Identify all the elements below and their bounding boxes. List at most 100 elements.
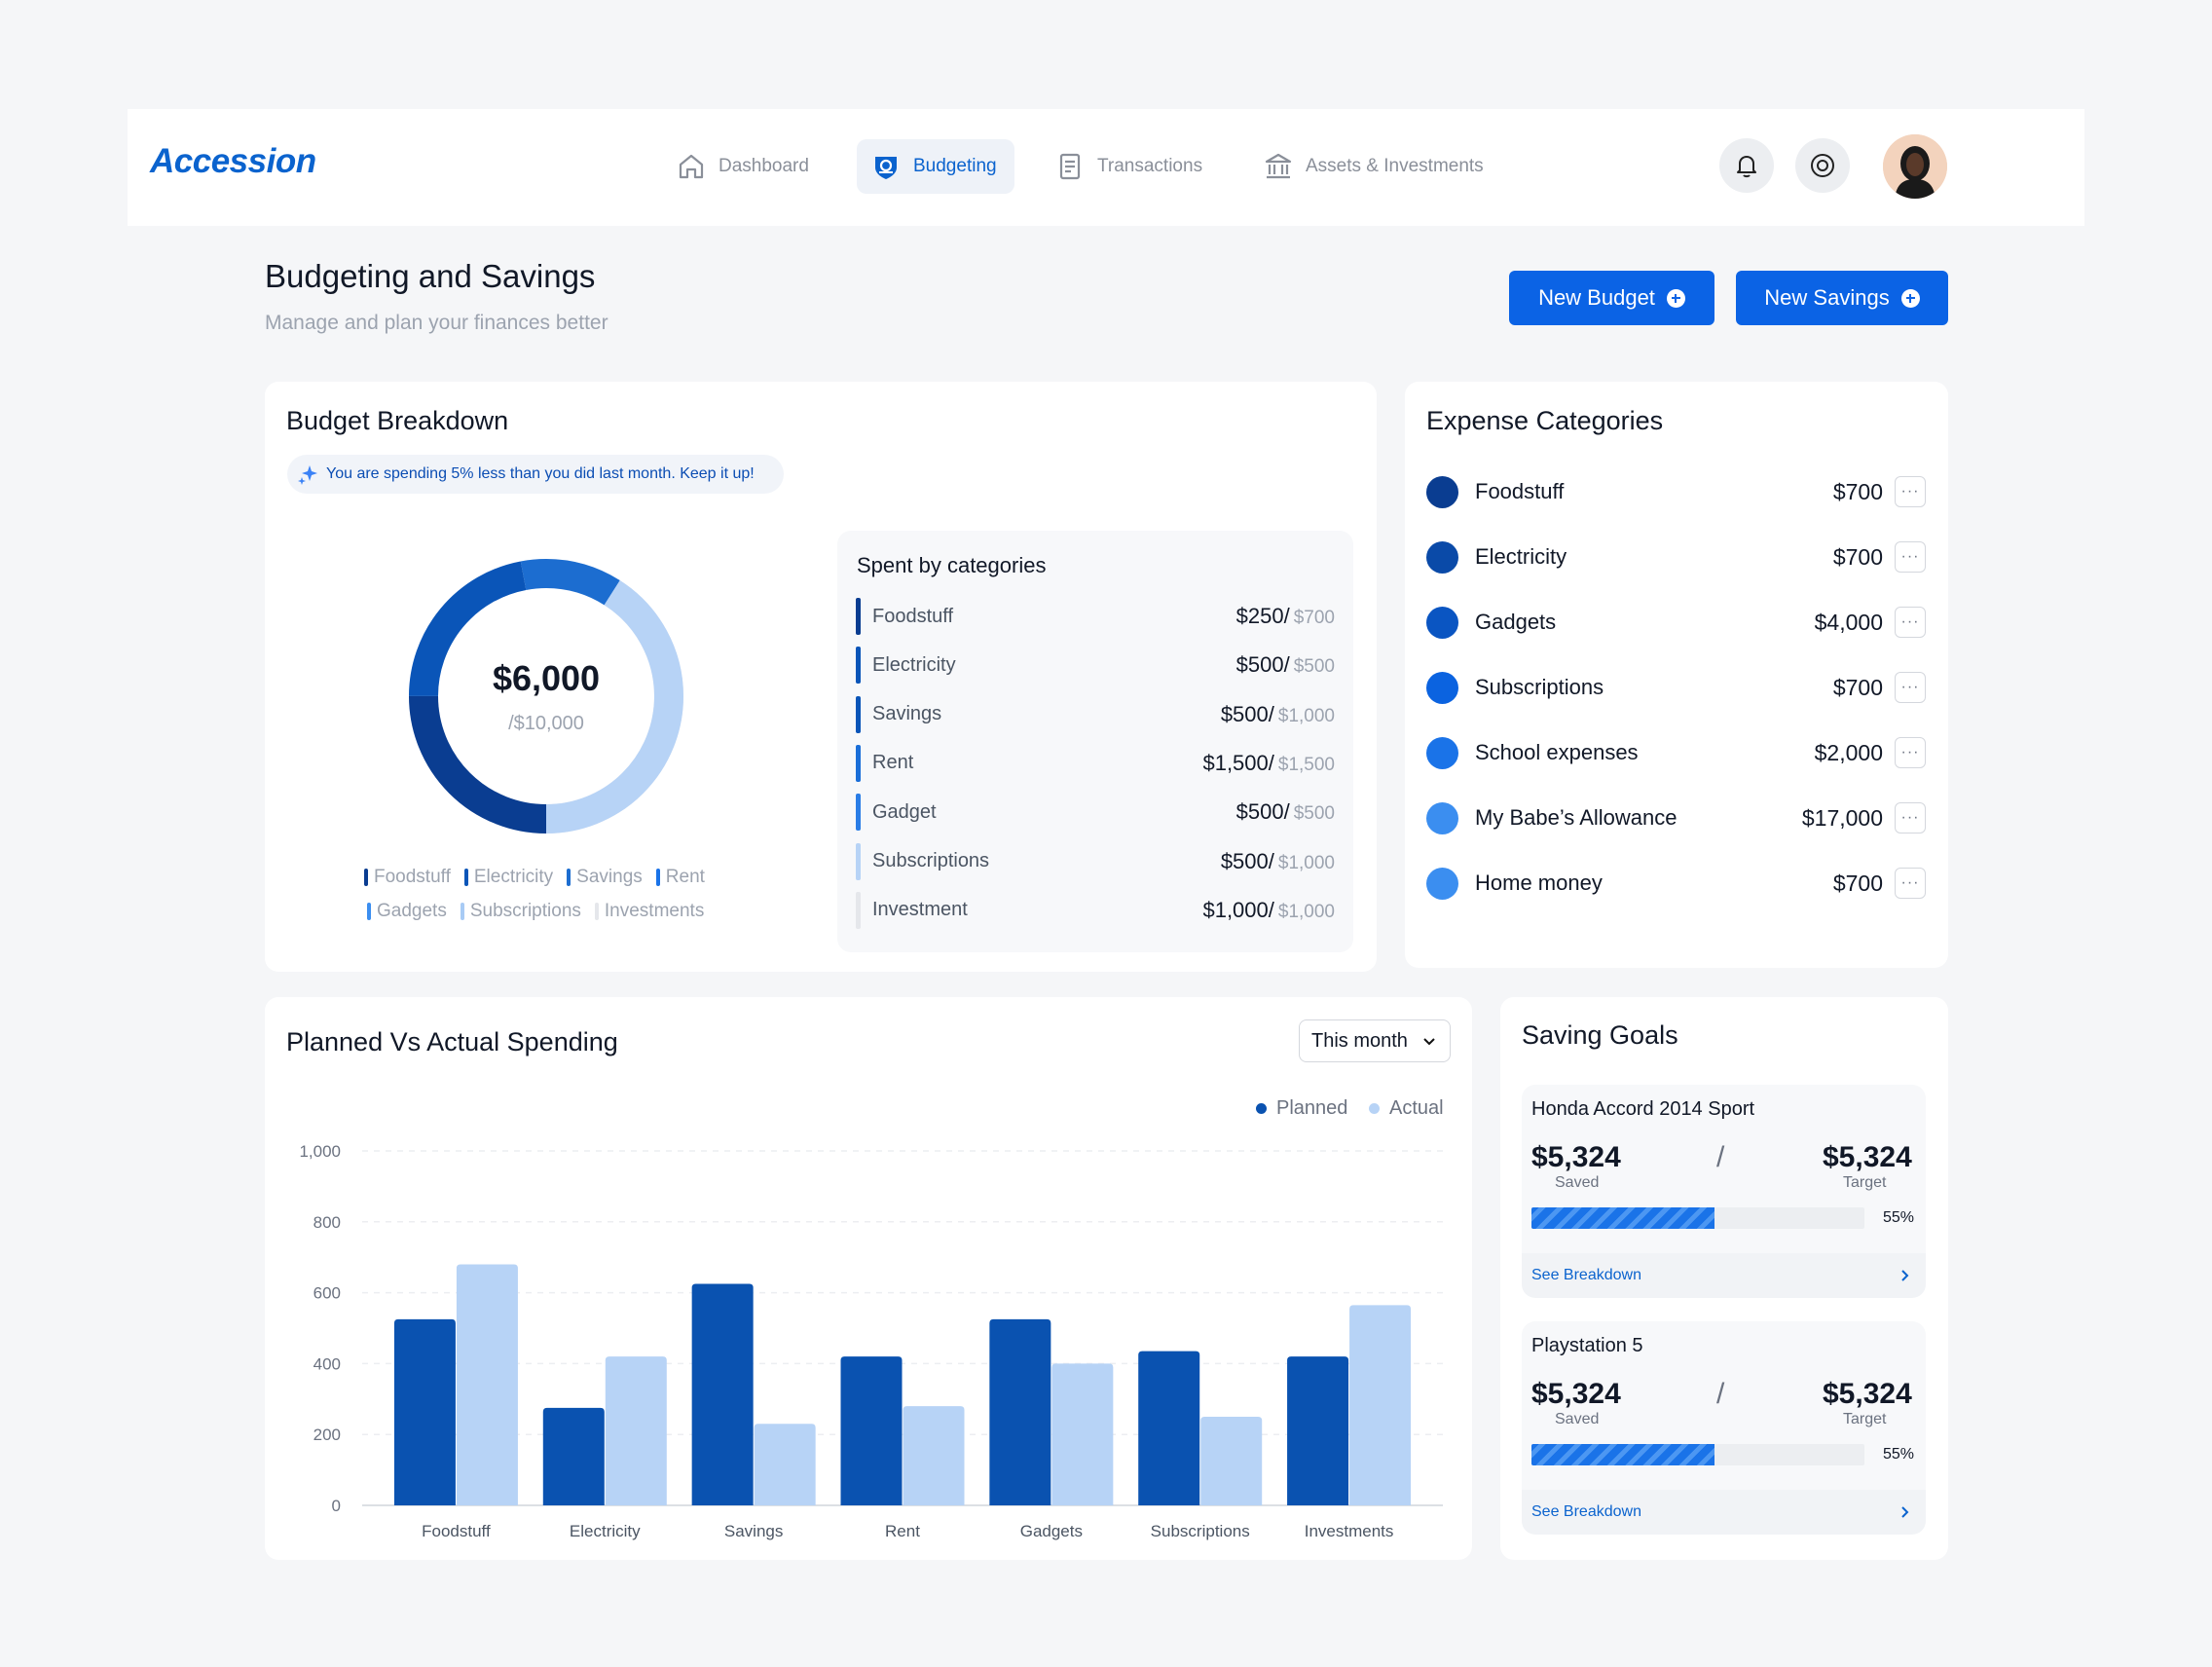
see-breakdown-link[interactable]: See Breakdown: [1522, 1490, 1926, 1535]
expense-categories-card: [1405, 382, 1948, 968]
nav-dashboard-label: Dashboard: [719, 156, 809, 176]
notifications-button[interactable]: [1719, 138, 1774, 193]
x-tick-label: Investments: [1305, 1522, 1394, 1540]
spent-title: Spent by categories: [857, 553, 1047, 577]
see-breakdown-link[interactable]: See Breakdown: [1522, 1253, 1926, 1298]
legend-item: Gadgets: [367, 901, 447, 922]
legend-label: Gadgets: [377, 901, 447, 921]
nav-dashboard[interactable]: Dashboard: [662, 139, 823, 194]
spent-value: $1,000/: [1202, 897, 1274, 922]
gear-icon: [1811, 154, 1834, 177]
nav-transactions-label: Transactions: [1097, 156, 1203, 176]
donut-segment: [409, 559, 683, 834]
spent-category-name: Gadget: [872, 800, 937, 823]
y-tick-label: 0: [332, 1497, 341, 1515]
hint-text: You are spending 5% less than you did la…: [326, 465, 755, 482]
nav-transactions[interactable]: Transactions: [1041, 139, 1216, 194]
bar-planned: [840, 1356, 903, 1505]
legend-swatch: [463, 869, 468, 886]
nav-assets-investments[interactable]: Assets & Investments: [1249, 139, 1497, 194]
expense-amount: $17,000: [1801, 804, 1883, 831]
bar-planned: [1138, 1351, 1200, 1505]
spent-row: Rent $1,500/$1,500: [856, 744, 1335, 782]
category-dot: [1426, 671, 1458, 704]
spent-row: Electricity $500/$500: [856, 647, 1335, 685]
spent-amount: $500/$500: [1236, 652, 1335, 678]
spent-category-name: Rent: [872, 752, 914, 774]
expense-name: Electricity: [1475, 544, 1567, 569]
bar-actual: [456, 1264, 518, 1505]
new-budget-label: New Budget: [1538, 285, 1655, 310]
goal-progress-bar: [1531, 1444, 1864, 1465]
category-dot: [1426, 867, 1458, 900]
spent-value: $1,500/: [1202, 750, 1274, 775]
legend-label: Subscriptions: [469, 901, 581, 921]
settings-button[interactable]: [1795, 138, 1850, 193]
category-color-bar: [856, 647, 861, 685]
x-tick-label: Foodstuff: [422, 1522, 491, 1540]
spent-value: $250/: [1235, 604, 1290, 628]
category-color-bar: [856, 744, 861, 782]
category-color-bar: [856, 695, 861, 733]
legend-item: Electricity: [463, 867, 553, 888]
donut-total-spent: $6,000: [492, 658, 601, 698]
bar-actual: [1051, 1363, 1114, 1505]
new-savings-button[interactable]: New Savings: [1736, 271, 1948, 325]
goal-target-label: Target: [1843, 1174, 1887, 1191]
category-dot: [1426, 475, 1458, 508]
bar-actual: [903, 1406, 965, 1505]
legend-swatch: [655, 869, 660, 886]
bar-planned: [989, 1318, 1051, 1505]
goal-title: Honda Accord 2014 Sport: [1531, 1098, 1755, 1120]
goal-target-amount: $5,324: [1823, 1141, 1912, 1173]
see-breakdown-label: See Breakdown: [1531, 1267, 1641, 1283]
x-tick-label: Savings: [724, 1522, 783, 1540]
y-tick-label: 200: [313, 1426, 341, 1444]
period-dropdown[interactable]: This month: [1299, 1019, 1451, 1062]
spent-category-name: Subscriptions: [872, 850, 990, 871]
user-avatar[interactable]: [1883, 134, 1947, 199]
more-options-button[interactable]: ···: [1895, 672, 1926, 703]
budget-value: $1,000: [1277, 705, 1335, 726]
bell-icon: [1737, 156, 1756, 178]
more-options-button[interactable]: ···: [1895, 541, 1926, 573]
goal-saved-label: Saved: [1555, 1174, 1600, 1191]
expense-name: Foodstuff: [1475, 479, 1565, 503]
nav-budgeting[interactable]: Budgeting: [857, 139, 1014, 194]
brand-logo[interactable]: Accession: [150, 142, 316, 180]
more-options-button[interactable]: ···: [1895, 476, 1926, 507]
expense-name: Home money: [1475, 871, 1603, 895]
more-options-button[interactable]: ···: [1895, 802, 1926, 834]
chart-legend-planned: Planned: [1256, 1097, 1347, 1120]
planned-vs-actual-bar-chart: 0 200 400 600 800 1,000 Foodstuff Electricity Sa…: [299, 1142, 1443, 1540]
legend-label: Investments: [604, 901, 705, 921]
more-options-button[interactable]: ···: [1895, 607, 1926, 638]
category-dot: [1426, 540, 1458, 574]
more-options-button[interactable]: ···: [1895, 868, 1926, 899]
more-options-button[interactable]: ···: [1895, 737, 1926, 768]
bar-actual: [1200, 1417, 1263, 1505]
category-color-bar: [856, 598, 861, 635]
new-savings-label: New Savings: [1764, 285, 1890, 310]
spent-row: Savings $500/$1,000: [856, 695, 1335, 733]
budget-value: $700: [1293, 608, 1335, 628]
goal-divider: /: [1716, 1378, 1725, 1410]
legend-item: Savings: [567, 867, 643, 888]
y-tick-label: 800: [313, 1213, 341, 1232]
new-budget-button[interactable]: New Budget: [1509, 271, 1714, 325]
chevron-right-icon: [1901, 1270, 1909, 1281]
category-dot: [1426, 736, 1458, 769]
spent-value: $500/: [1235, 799, 1290, 825]
bar-planned: [393, 1318, 456, 1505]
bar-actual: [1349, 1305, 1412, 1505]
expense-name: School expenses: [1475, 740, 1639, 764]
goal-percent: 55%: [1883, 1446, 1915, 1463]
donut-total-budget: /$10,000: [508, 713, 584, 734]
legend-item: Rent: [655, 867, 705, 888]
goal-target-label: Target: [1843, 1411, 1887, 1427]
legend-dot: [1369, 1103, 1380, 1114]
category-dot: [1426, 801, 1458, 834]
legend-dot: [1256, 1103, 1267, 1114]
expense-amount: $700: [1832, 674, 1883, 700]
spent-amount: $500/$500: [1236, 799, 1335, 825]
